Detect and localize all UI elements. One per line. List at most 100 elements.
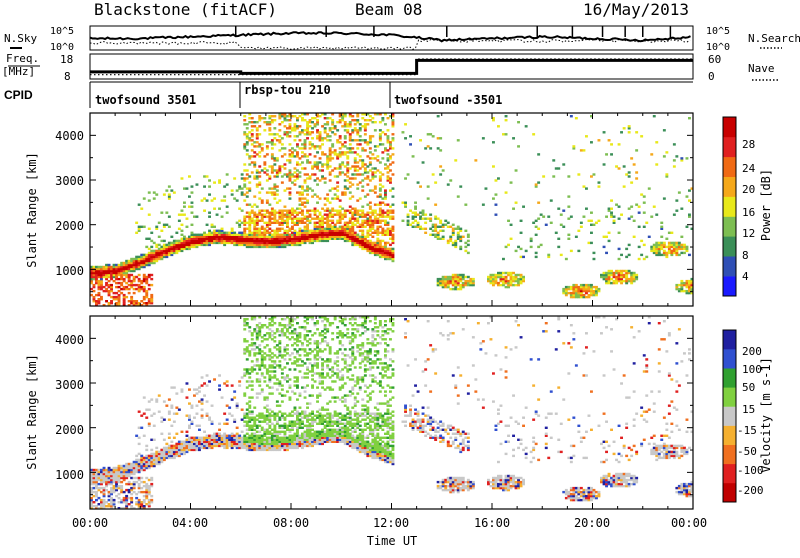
heatmap-cell: [150, 294, 153, 296]
heatmap-cell: [278, 322, 281, 324]
heatmap-cell: [346, 175, 349, 177]
heatmap-cell: [140, 258, 143, 260]
heatmap-cell: [203, 431, 206, 433]
heatmap-cell: [278, 437, 281, 439]
heatmap-cell: [266, 405, 269, 407]
heatmap-cell: [213, 230, 216, 232]
heatmap-cell: [314, 123, 317, 125]
heatmap-cell: [248, 187, 251, 189]
heatmap-cell: [638, 258, 641, 260]
heatmap-cell: [281, 175, 284, 177]
heatmap-cell: [140, 415, 143, 417]
heatmap-cell: [329, 165, 332, 167]
heatmap-cell: [638, 206, 641, 208]
heatmap-cell: [354, 151, 357, 153]
heatmap-cell: [273, 360, 276, 362]
heatmap-cell: [175, 413, 178, 415]
heatmap-cell: [686, 226, 689, 228]
heatmap-cell: [291, 127, 294, 129]
heatmap-cell: [284, 431, 287, 433]
heatmap-cell: [593, 224, 596, 226]
heatmap-cell: [304, 334, 307, 336]
heatmap-cell: [439, 278, 442, 280]
heatmap-cell: [266, 236, 269, 238]
heatmap-cell: [93, 495, 96, 497]
heatmap-cell: [110, 278, 113, 280]
heatmap-cell: [261, 202, 264, 204]
heatmap-cell: [148, 274, 151, 276]
heatmap-cell: [213, 433, 216, 435]
heatmap-cell: [268, 364, 271, 366]
heatmap-cell: [530, 238, 533, 240]
heatmap-cell: [623, 185, 626, 187]
heatmap-cell: [271, 360, 274, 362]
heatmap-cell: [495, 278, 498, 280]
heatmap-cell: [188, 195, 191, 197]
heatmap-cell: [221, 435, 224, 437]
heatmap-cell: [309, 131, 312, 133]
heatmap-cell: [389, 177, 392, 179]
heatmap-cell: [341, 151, 344, 153]
heatmap-cell: [346, 222, 349, 224]
heatmap-cell: [658, 242, 661, 244]
heatmap-cell: [545, 224, 548, 226]
heatmap-cell: [128, 300, 131, 302]
heatmap-cell: [427, 197, 430, 199]
heatmap-cell: [392, 258, 395, 260]
heatmap-cell: [170, 425, 173, 427]
heatmap-cell: [628, 171, 631, 173]
heatmap-cell: [630, 181, 633, 183]
power-ytick-4000: 4000: [55, 129, 84, 143]
heatmap-cell: [261, 232, 264, 234]
heatmap-cell: [273, 425, 276, 427]
heatmap-cell: [223, 232, 226, 234]
heatmap-cell: [281, 413, 284, 415]
heatmap-cell: [181, 441, 184, 443]
heatmap-cell: [449, 236, 452, 238]
heatmap-cell: [266, 191, 269, 193]
heatmap-cell: [577, 286, 580, 288]
heatmap-cell: [253, 443, 256, 445]
heatmap-cell: [188, 175, 191, 177]
heatmap-cell: [321, 208, 324, 210]
heatmap-cell: [268, 431, 271, 433]
heatmap-cell: [356, 199, 359, 201]
heatmap-cell: [258, 210, 261, 212]
heatmap-cell: [271, 165, 274, 167]
heatmap-cell: [118, 481, 121, 483]
heatmap-cell: [253, 423, 256, 425]
heatmap-cell: [449, 278, 452, 280]
heatmap-cell: [412, 212, 415, 214]
heatmap-cell: [273, 230, 276, 232]
heatmap-cell: [253, 212, 256, 214]
heatmap-cell: [482, 137, 485, 139]
heatmap-cell: [216, 240, 219, 242]
heatmap-cell: [256, 415, 259, 417]
heatmap-cell: [281, 240, 284, 242]
heatmap-cell: [427, 218, 430, 220]
heatmap-cell: [467, 252, 470, 254]
heatmap-cell: [251, 171, 254, 173]
heatmap-cell: [140, 226, 143, 228]
heatmap-cell: [502, 278, 505, 280]
heatmap-cell: [341, 214, 344, 216]
heatmap-cell: [324, 218, 327, 220]
heatmap-cell: [296, 208, 299, 210]
heatmap-cell: [100, 296, 103, 298]
heatmap-cell: [392, 137, 395, 139]
heatmap-cell: [389, 141, 392, 143]
heatmap-cell: [673, 165, 676, 167]
heatmap-cell: [321, 151, 324, 153]
heatmap-cell: [444, 278, 447, 280]
heatmap-cell: [286, 390, 289, 392]
heatmap-cell: [512, 272, 515, 274]
heatmap-cell: [296, 423, 299, 425]
heatmap-cell: [432, 230, 435, 232]
power-colorbar-tick-12: 12: [742, 227, 755, 240]
heatmap-cell: [138, 411, 141, 413]
heatmap-cell: [497, 177, 500, 179]
heatmap-cell: [304, 390, 307, 392]
heatmap-cell: [168, 242, 171, 244]
heatmap-cell: [387, 165, 390, 167]
heatmap-cell: [163, 224, 166, 226]
